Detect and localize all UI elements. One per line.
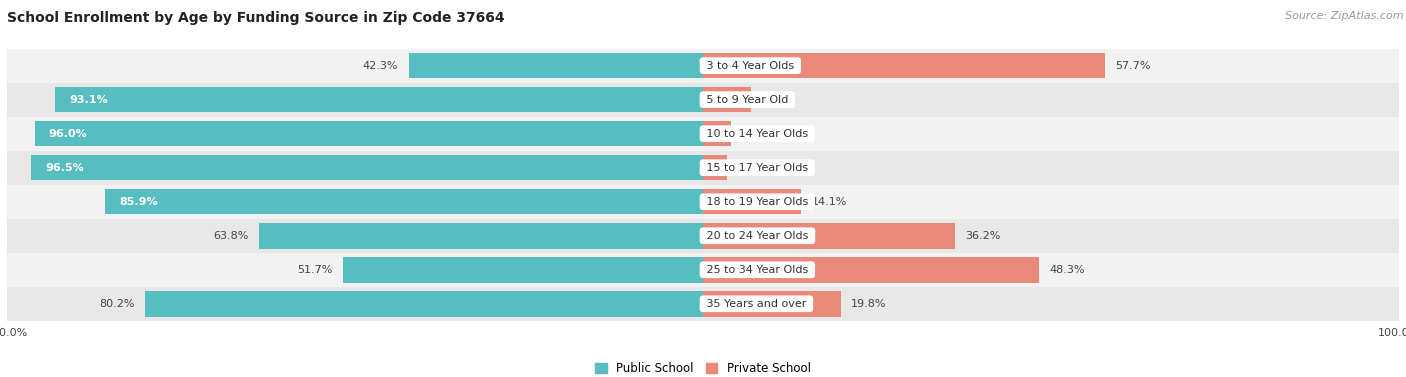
Bar <box>7 253 1399 287</box>
Text: 63.8%: 63.8% <box>214 231 249 241</box>
Bar <box>7 219 1399 253</box>
Bar <box>343 257 703 282</box>
Text: 5 to 9 Year Old: 5 to 9 Year Old <box>703 95 792 105</box>
Text: 36.2%: 36.2% <box>966 231 1001 241</box>
Text: 6.9%: 6.9% <box>762 95 790 105</box>
Bar <box>703 53 1105 78</box>
Text: 48.3%: 48.3% <box>1050 265 1085 275</box>
Bar <box>259 223 703 248</box>
Text: 85.9%: 85.9% <box>120 197 157 207</box>
Bar <box>409 53 703 78</box>
Bar <box>703 189 801 215</box>
Text: 96.5%: 96.5% <box>45 163 84 173</box>
Bar <box>703 291 841 317</box>
Text: 19.8%: 19.8% <box>851 299 887 309</box>
Bar <box>703 87 751 112</box>
Text: Source: ZipAtlas.com: Source: ZipAtlas.com <box>1285 11 1403 21</box>
Bar <box>703 257 1039 282</box>
Bar <box>703 121 731 146</box>
Bar <box>703 155 727 181</box>
Bar <box>105 189 703 215</box>
Bar <box>145 291 703 317</box>
Text: 51.7%: 51.7% <box>297 265 333 275</box>
Bar <box>35 121 703 146</box>
Text: 20 to 24 Year Olds: 20 to 24 Year Olds <box>703 231 811 241</box>
Text: 80.2%: 80.2% <box>98 299 135 309</box>
Text: 3.5%: 3.5% <box>738 163 766 173</box>
Text: 96.0%: 96.0% <box>49 129 87 139</box>
Bar <box>7 185 1399 219</box>
Bar <box>7 151 1399 185</box>
Text: 57.7%: 57.7% <box>1115 61 1150 70</box>
Text: 42.3%: 42.3% <box>363 61 398 70</box>
Bar <box>7 49 1399 83</box>
Text: 93.1%: 93.1% <box>69 95 108 105</box>
Text: 25 to 34 Year Olds: 25 to 34 Year Olds <box>703 265 811 275</box>
Text: 10 to 14 Year Olds: 10 to 14 Year Olds <box>703 129 811 139</box>
Bar <box>7 117 1399 151</box>
Bar <box>55 87 703 112</box>
Legend: Public School, Private School: Public School, Private School <box>591 357 815 377</box>
Text: 15 to 17 Year Olds: 15 to 17 Year Olds <box>703 163 811 173</box>
Text: 18 to 19 Year Olds: 18 to 19 Year Olds <box>703 197 811 207</box>
Text: 14.1%: 14.1% <box>811 197 846 207</box>
Text: 35 Years and over: 35 Years and over <box>703 299 810 309</box>
Bar <box>703 223 955 248</box>
Bar <box>7 83 1399 117</box>
Text: School Enrollment by Age by Funding Source in Zip Code 37664: School Enrollment by Age by Funding Sour… <box>7 11 505 25</box>
Text: 4.0%: 4.0% <box>741 129 769 139</box>
Bar <box>7 287 1399 321</box>
Bar <box>31 155 703 181</box>
Text: 3 to 4 Year Olds: 3 to 4 Year Olds <box>703 61 797 70</box>
